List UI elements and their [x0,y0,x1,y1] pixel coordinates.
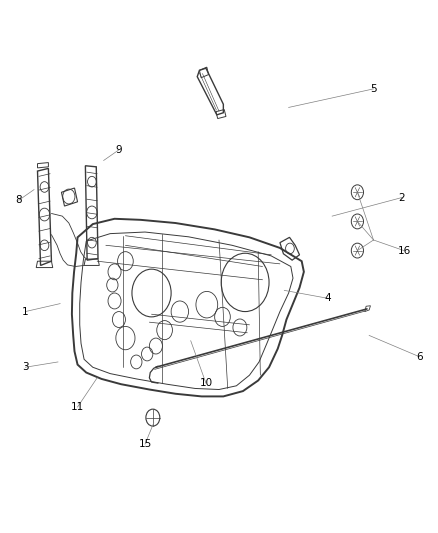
Text: 5: 5 [370,84,377,94]
Text: 16: 16 [397,246,410,256]
Text: 10: 10 [199,378,212,388]
Text: 4: 4 [325,293,331,303]
Text: 2: 2 [399,192,405,203]
Text: 6: 6 [416,352,423,361]
Text: 3: 3 [22,362,28,372]
Text: 9: 9 [116,145,122,155]
Text: 15: 15 [138,439,152,449]
Text: 11: 11 [71,402,84,412]
Text: 1: 1 [22,306,28,317]
Text: 8: 8 [15,195,22,205]
